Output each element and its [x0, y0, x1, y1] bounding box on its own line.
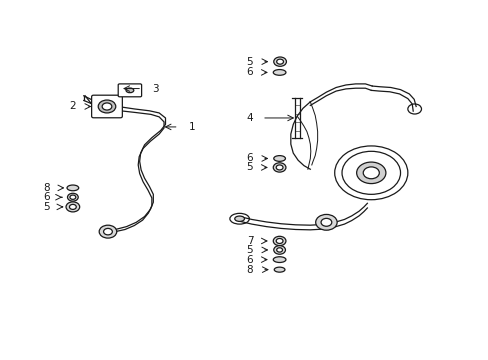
Text: 1: 1 — [188, 122, 195, 132]
Ellipse shape — [234, 216, 244, 221]
Circle shape — [70, 195, 76, 199]
Text: 6: 6 — [246, 67, 253, 77]
Text: 5: 5 — [246, 57, 253, 67]
Circle shape — [363, 167, 379, 179]
Ellipse shape — [273, 156, 285, 161]
Circle shape — [273, 163, 285, 172]
Text: 6: 6 — [246, 153, 253, 163]
Text: 6: 6 — [43, 192, 49, 202]
Circle shape — [273, 236, 285, 246]
FancyBboxPatch shape — [118, 84, 142, 97]
Circle shape — [69, 204, 76, 210]
Text: 6: 6 — [246, 255, 253, 265]
Circle shape — [273, 57, 286, 66]
Ellipse shape — [102, 103, 112, 110]
Text: 5: 5 — [246, 245, 253, 255]
Circle shape — [273, 246, 285, 254]
Circle shape — [276, 238, 283, 243]
Ellipse shape — [126, 88, 134, 93]
Text: 7: 7 — [246, 236, 253, 246]
Circle shape — [103, 228, 112, 235]
Text: 2: 2 — [69, 102, 76, 112]
Ellipse shape — [273, 257, 285, 262]
Ellipse shape — [67, 185, 79, 191]
Text: 8: 8 — [246, 265, 253, 275]
FancyBboxPatch shape — [91, 95, 122, 118]
Circle shape — [356, 162, 385, 184]
Text: 5: 5 — [246, 162, 253, 172]
Circle shape — [276, 165, 283, 170]
Ellipse shape — [274, 267, 285, 272]
Ellipse shape — [98, 100, 116, 113]
Circle shape — [321, 219, 331, 226]
Text: 3: 3 — [152, 84, 158, 94]
Ellipse shape — [273, 69, 285, 75]
Text: 4: 4 — [246, 113, 253, 123]
Circle shape — [276, 59, 283, 64]
Circle shape — [315, 215, 336, 230]
Text: 8: 8 — [43, 183, 49, 193]
Text: 5: 5 — [43, 202, 49, 212]
Circle shape — [99, 225, 117, 238]
Circle shape — [276, 248, 282, 252]
Circle shape — [66, 202, 80, 212]
Circle shape — [67, 193, 78, 201]
